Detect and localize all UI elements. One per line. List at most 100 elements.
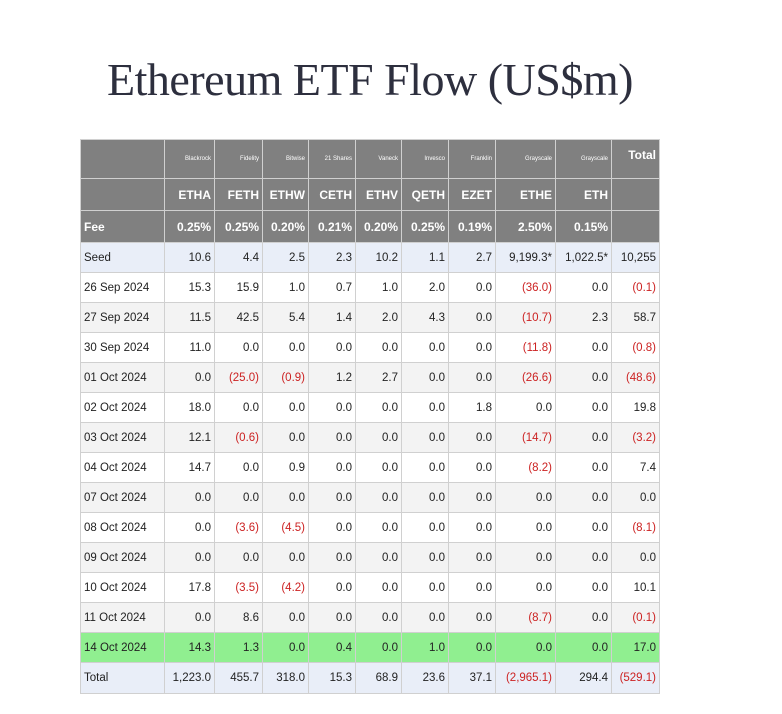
flow-cell: 0.0 bbox=[555, 362, 612, 393]
flow-cell: 0.0 bbox=[555, 512, 612, 543]
flow-cell: (3.6) bbox=[214, 512, 263, 543]
flow-cell: 15.9 bbox=[214, 272, 263, 303]
flow-cell: 18.0 bbox=[164, 392, 215, 423]
table-row: 01 Oct 2024 0.0 (25.0) (0.9) 1.2 2.7 0.0 0.0 (26… bbox=[80, 362, 660, 393]
table-row: 03 Oct 2024 12.1 (0.6) 0.0 0.0 0.0 0.0 0.0 (14.7… bbox=[80, 422, 660, 453]
flow-cell: 10.2 bbox=[355, 242, 402, 273]
flow-cell: 0.0 bbox=[355, 632, 402, 663]
ticker-header: ETHE bbox=[495, 178, 556, 211]
table-row: 09 Oct 2024 0.0 0.0 0.0 0.0 0.0 0.0 0.0 0.0 0.0 0.… bbox=[80, 542, 660, 573]
flow-cell: 23.6 bbox=[401, 662, 449, 694]
issuer-header: Vaneck bbox=[355, 139, 402, 179]
flow-cell: 0.0 bbox=[401, 512, 449, 543]
total-cell: (0.8) bbox=[611, 332, 660, 363]
flow-cell: (10.7) bbox=[495, 302, 556, 333]
flow-cell: 0.0 bbox=[448, 272, 496, 303]
flow-cell: 0.0 bbox=[164, 512, 215, 543]
flow-cell: 11.0 bbox=[164, 332, 215, 363]
flow-cell: (14.7) bbox=[495, 422, 556, 453]
table-row: 30 Sep 2024 11.0 0.0 0.0 0.0 0.0 0.0 0.0 (11.8) 0… bbox=[80, 332, 660, 363]
flow-cell: 0.0 bbox=[355, 512, 402, 543]
fee-value: 0.20% bbox=[262, 210, 309, 243]
flow-cell: 0.0 bbox=[401, 392, 449, 423]
etf-flow-table: Blackrock Fidelity Bitwise 21 Shares Van… bbox=[80, 139, 660, 694]
flow-cell: 14.3 bbox=[164, 632, 215, 663]
flow-cell: 1.0 bbox=[355, 272, 402, 303]
table-row: 02 Oct 2024 18.0 0.0 0.0 0.0 0.0 0.0 1.8 0.0 0.0 1… bbox=[80, 392, 660, 423]
total-cell: 10,255 bbox=[611, 242, 660, 273]
flow-cell: 0.0 bbox=[355, 332, 402, 363]
flow-cell: 0.0 bbox=[355, 602, 402, 633]
flow-cell: 0.0 bbox=[214, 452, 263, 483]
flow-cell: (3.5) bbox=[214, 572, 263, 603]
flow-cell: 0.0 bbox=[555, 452, 612, 483]
total-cell: 0.0 bbox=[611, 542, 660, 573]
flow-cell: 42.5 bbox=[214, 302, 263, 333]
flow-cell: 0.0 bbox=[448, 452, 496, 483]
flow-cell: 5.4 bbox=[262, 302, 309, 333]
flow-cell: 0.0 bbox=[495, 542, 556, 573]
flow-cell: 0.0 bbox=[448, 482, 496, 513]
flow-cell: (8.2) bbox=[495, 452, 556, 483]
flow-cell: 0.0 bbox=[401, 602, 449, 633]
issuer-header: Grayscale bbox=[495, 139, 556, 179]
flow-cell: 2.7 bbox=[355, 362, 402, 393]
flow-cell: 294.4 bbox=[555, 662, 612, 694]
flow-cell: 1,223.0 bbox=[164, 662, 215, 694]
flow-cell: 2.3 bbox=[308, 242, 356, 273]
flow-cell: 0.0 bbox=[495, 512, 556, 543]
flow-cell: (0.9) bbox=[262, 362, 309, 393]
flow-cell: 17.8 bbox=[164, 572, 215, 603]
ticker-header: ETH bbox=[555, 178, 612, 211]
flow-cell: 15.3 bbox=[308, 662, 356, 694]
flow-cell: 0.0 bbox=[495, 392, 556, 423]
flow-cell: 0.0 bbox=[308, 452, 356, 483]
flow-cell: 0.0 bbox=[448, 332, 496, 363]
ticker-header: CETH bbox=[308, 178, 356, 211]
total-cell: (8.1) bbox=[611, 512, 660, 543]
total-column-header: Total bbox=[611, 139, 660, 179]
table-row: 14 Oct 2024 14.3 1.3 0.0 0.4 0.0 1.0 0.0 0.0 0.0 1… bbox=[80, 632, 660, 663]
row-label: 30 Sep 2024 bbox=[80, 332, 165, 363]
fee-value: 0.25% bbox=[214, 210, 263, 243]
flow-cell: 0.0 bbox=[495, 482, 556, 513]
flow-cell: 0.0 bbox=[401, 422, 449, 453]
ticker-header: FETH bbox=[214, 178, 263, 211]
page-title: Ethereum ETF Flow (US$m) bbox=[107, 53, 633, 105]
row-label: 27 Sep 2024 bbox=[80, 302, 165, 333]
flow-cell: 0.0 bbox=[308, 512, 356, 543]
flow-cell: 1.0 bbox=[262, 272, 309, 303]
total-cell: (529.1) bbox=[611, 662, 660, 694]
total-cell: 0.0 bbox=[611, 482, 660, 513]
flow-cell: 0.0 bbox=[164, 602, 215, 633]
flow-cell: 0.0 bbox=[308, 572, 356, 603]
issuer-header: Fidelity bbox=[214, 139, 263, 179]
flow-cell: 0.0 bbox=[401, 332, 449, 363]
flow-cell: 37.1 bbox=[448, 662, 496, 694]
total-cell: (3.2) bbox=[611, 422, 660, 453]
flow-rows: Seed 10.6 4.4 2.5 2.3 10.2 1.1 2.7 9,199.3* 1,022… bbox=[80, 242, 660, 694]
table-row: 04 Oct 2024 14.7 0.0 0.9 0.0 0.0 0.0 0.0 (8.2) 0.… bbox=[80, 452, 660, 483]
flow-cell: 2.7 bbox=[448, 242, 496, 273]
row-label: 11 Oct 2024 bbox=[80, 602, 165, 633]
row-label: 02 Oct 2024 bbox=[80, 392, 165, 423]
flow-cell: 0.0 bbox=[355, 482, 402, 513]
flow-cell: 318.0 bbox=[262, 662, 309, 694]
fee-value: 0.25% bbox=[401, 210, 449, 243]
total-cell: 10.1 bbox=[611, 572, 660, 603]
issuer-header: 21 Shares bbox=[308, 139, 356, 179]
flow-cell: 0.0 bbox=[308, 602, 356, 633]
flow-cell: 0.0 bbox=[164, 362, 215, 393]
flow-cell: 14.7 bbox=[164, 452, 215, 483]
flow-cell: 0.0 bbox=[401, 362, 449, 393]
total-cell: (48.6) bbox=[611, 362, 660, 393]
seed-row: Seed 10.6 4.4 2.5 2.3 10.2 1.1 2.7 9,199.3* 1,022… bbox=[80, 242, 660, 273]
flow-cell: 0.0 bbox=[401, 542, 449, 573]
flow-cell: 4.3 bbox=[401, 302, 449, 333]
total-cell: 7.4 bbox=[611, 452, 660, 483]
ticker-header: ETHV bbox=[355, 178, 402, 211]
flow-cell: 0.0 bbox=[214, 392, 263, 423]
flow-cell: 1.2 bbox=[308, 362, 356, 393]
row-label: 14 Oct 2024 bbox=[80, 632, 165, 663]
flow-cell: 0.0 bbox=[262, 542, 309, 573]
